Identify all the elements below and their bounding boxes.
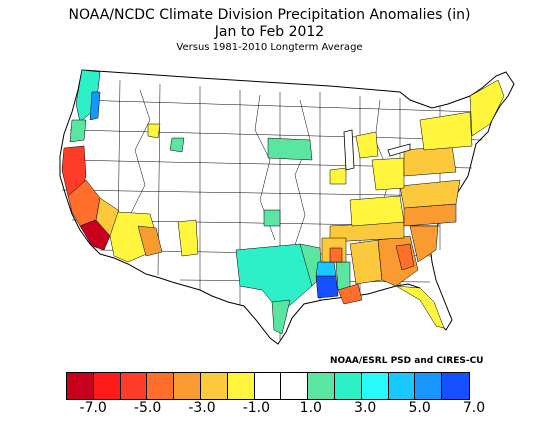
color-legend (66, 372, 470, 400)
legend-swatch (281, 373, 309, 399)
region-wa-cascades-wet (89, 91, 101, 121)
legend-tick-label: 5.0 (408, 400, 431, 416)
region-az-central-dry (137, 225, 163, 257)
map-period: Jan to Feb 2012 (214, 24, 325, 40)
legend-swatch (388, 373, 416, 399)
region-oh-dry (371, 157, 405, 191)
legend-tick-label: -7.0 (79, 400, 107, 416)
legend-swatch (442, 373, 469, 399)
region-ga-south-dry (395, 243, 415, 271)
region-ms-wet (335, 261, 351, 291)
lake-erie (387, 143, 411, 157)
legend-swatch (174, 373, 201, 399)
lake-michigan (343, 129, 355, 171)
region-pa-dry (403, 145, 457, 177)
region-ar-severe-dry (329, 247, 343, 263)
data-credit: NOAA/ESRL PSD and CIRES-CU (330, 356, 484, 366)
division-boundaries (61, 79, 483, 340)
legend-tick-label: 7.0 (462, 400, 486, 416)
region-wi-dry (329, 167, 347, 185)
region-sc-dry (409, 225, 439, 263)
legend-swatch (334, 373, 362, 399)
map-title: NOAA/NCDC Climate Division Precipitation… (68, 7, 471, 23)
region-mt-wet (169, 137, 185, 153)
region-fl-dry (395, 285, 445, 329)
region-al-dry (349, 239, 383, 285)
region-la-east-wet (315, 261, 337, 277)
legend-swatch (254, 373, 282, 399)
legend-swatch (147, 373, 175, 399)
region-new-england-dry (469, 79, 505, 137)
legend-swatch (120, 373, 148, 399)
region-ky-dry (349, 195, 405, 227)
region-va-dry (399, 179, 461, 209)
legend-tick-label: -3.0 (188, 400, 216, 416)
legend-swatch (93, 373, 121, 399)
region-ks-wet (263, 209, 281, 227)
region-nm-dry (177, 219, 199, 257)
region-mi-dry (355, 131, 379, 159)
region-la-wet (315, 275, 339, 299)
legend-tick-label: -1.0 (242, 400, 271, 416)
legend-swatch (415, 373, 443, 399)
region-or-coast-wet (69, 119, 87, 143)
region-ny-dry (419, 111, 473, 151)
legend-swatch (200, 373, 228, 399)
region-gulf-coast-dry (337, 283, 363, 305)
legend-tick-label: -5.0 (133, 400, 162, 416)
legend-swatch (361, 373, 389, 399)
legend-ticks: -7.0 -5.0 -3.0 -1.0 1.0 3.0 5.0 7.0 (0, 400, 539, 426)
legend-swatch (67, 373, 94, 399)
region-id-dry (147, 123, 161, 139)
map-baseline: Versus 1981-2010 Longterm Average (176, 42, 363, 53)
legend-tick-label: 1.0 (299, 400, 322, 416)
legend-tick-label: 3.0 (354, 400, 377, 416)
region-tx-coast-wet (271, 299, 291, 335)
region-nd-wet (267, 137, 313, 161)
legend-swatch (227, 373, 255, 399)
legend-swatch (308, 373, 335, 399)
